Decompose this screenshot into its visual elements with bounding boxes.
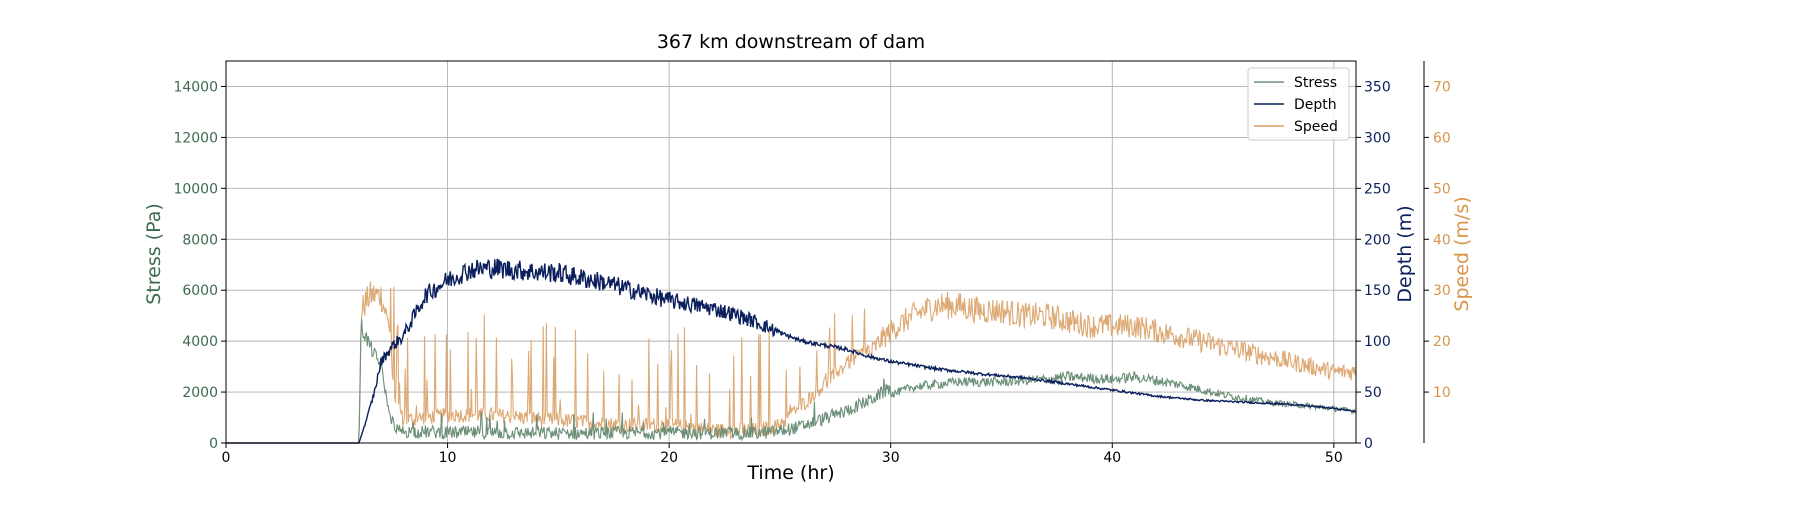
stress-tick-label: 8000 xyxy=(182,232,218,248)
legend-label-speed: Speed xyxy=(1294,119,1338,135)
depth-tick-label: 50 xyxy=(1364,385,1382,401)
depth-tick-label: 0 xyxy=(1364,436,1373,452)
x-tick-label: 10 xyxy=(439,450,457,466)
plot-frame xyxy=(225,60,1357,444)
axes-layer: 0 10 20 30 40 5002000400060008000100001200014… xyxy=(173,60,1451,466)
stress-tick-label: 4000 xyxy=(182,334,218,350)
series-line-speed xyxy=(226,281,1357,444)
series-line-depth xyxy=(226,258,1357,444)
stress-tick-label: 14000 xyxy=(173,79,218,95)
depth-tick-label: 100 xyxy=(1364,334,1391,350)
speed-tick-label: 20 xyxy=(1433,334,1451,350)
legend-label-depth: Depth xyxy=(1294,97,1337,113)
x-tick-label: 0 xyxy=(222,450,231,466)
speed-tick-label: 30 xyxy=(1433,283,1451,299)
x-tick-label: 20 xyxy=(660,450,678,466)
speed-tick-label: 70 xyxy=(1433,79,1451,95)
speed-tick-label: 60 xyxy=(1433,130,1451,146)
x-tick-label: 30 xyxy=(882,450,900,466)
depth-axis-label: Depth (m) xyxy=(1394,205,1416,302)
stress-tick-label: 6000 xyxy=(182,283,218,299)
legend-label-stress: Stress xyxy=(1294,75,1337,91)
x-axis-label: Time (hr) xyxy=(746,462,834,484)
stress-tick-label: 2000 xyxy=(182,385,218,401)
stress-tick-label: 10000 xyxy=(173,181,218,197)
depth-tick-label: 150 xyxy=(1364,283,1391,299)
series-line-stress xyxy=(226,319,1357,444)
speed-tick-label: 10 xyxy=(1433,385,1451,401)
stress-axis-label: Stress (Pa) xyxy=(143,203,165,305)
speed-tick-label: 40 xyxy=(1433,232,1451,248)
depth-tick-label: 250 xyxy=(1364,181,1391,197)
depth-tick-label: 350 xyxy=(1364,79,1391,95)
stress-tick-label: 12000 xyxy=(173,130,218,146)
legend-box xyxy=(1247,67,1350,141)
depth-tick-label: 300 xyxy=(1364,130,1391,146)
speed-axis-label: Speed (m/s) xyxy=(1451,196,1473,311)
depth-tick-label: 200 xyxy=(1364,232,1391,248)
x-tick-label: 40 xyxy=(1103,450,1121,466)
speed-tick-label: 50 xyxy=(1433,181,1451,197)
x-tick-label: 50 xyxy=(1325,450,1343,466)
series-layer xyxy=(226,258,1357,444)
stress-tick-label: 0 xyxy=(209,436,218,452)
chart-title: 367 km downstream of dam xyxy=(657,31,925,53)
legend: Stress Depth Speed xyxy=(1247,67,1350,141)
